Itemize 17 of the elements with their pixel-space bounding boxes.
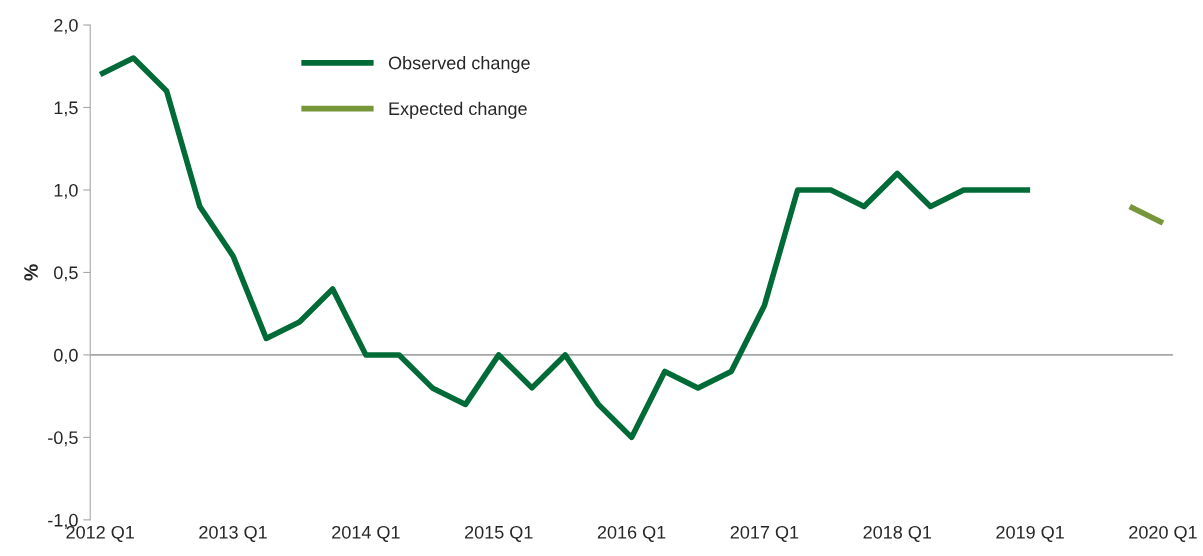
- y-tick-label: 0,0: [54, 348, 78, 364]
- y-tick-label: 1,0: [54, 183, 78, 199]
- x-tick-label: 2015 Q1: [465, 525, 533, 542]
- y-tick-label: 2,0: [54, 18, 78, 34]
- x-tick-label: 2017 Q1: [730, 525, 799, 542]
- y-axis-title: %: [24, 264, 38, 281]
- y-tick-label: 0,5: [54, 266, 78, 282]
- y-tick-label: -0,5: [48, 431, 78, 447]
- y-tick-label: 1,5: [54, 101, 78, 117]
- x-tick-label: 2019 Q1: [996, 525, 1064, 542]
- legend-label: Expected change: [389, 101, 527, 119]
- x-tick-label: 2018 Q1: [863, 525, 932, 542]
- x-tick-label: 2013 Q1: [199, 525, 267, 542]
- x-tick-label: 2020 Q1: [1129, 525, 1197, 542]
- x-tick-label: 2016 Q1: [597, 525, 666, 542]
- legend-label: Observed change: [388, 56, 530, 73]
- x-tick-label: 2014 Q1: [332, 525, 400, 542]
